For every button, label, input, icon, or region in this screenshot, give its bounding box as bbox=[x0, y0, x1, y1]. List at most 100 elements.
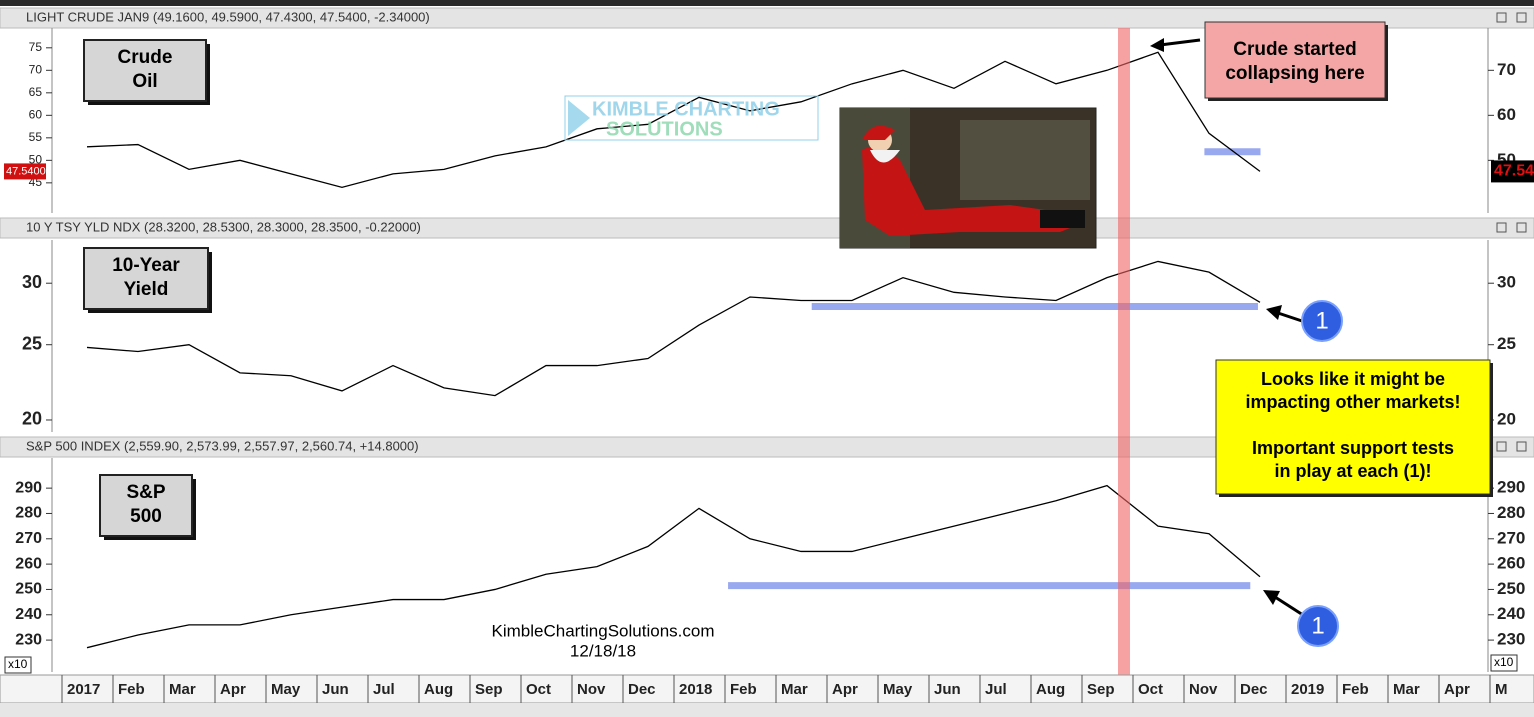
y2-tick-label: 240 bbox=[1497, 604, 1525, 623]
y2-tick-label: 270 bbox=[1497, 528, 1525, 547]
scale-box bbox=[4, 656, 32, 674]
y2-tick-label: 280 bbox=[1497, 503, 1525, 522]
x-tick-label: Oct bbox=[526, 681, 551, 698]
panel-title: 10 Y TSY YLD NDX (28.3200, 28.5300, 28.3… bbox=[26, 219, 421, 234]
window-button bbox=[1516, 12, 1527, 23]
x-tick-label: Aug bbox=[1036, 681, 1065, 698]
y-tick-label: 25 bbox=[22, 333, 42, 353]
arrow-head bbox=[1263, 590, 1280, 605]
x-tick-label: Jul bbox=[373, 681, 395, 698]
arrow-head bbox=[1150, 38, 1164, 52]
x-tick-label: Sep bbox=[1087, 681, 1115, 698]
callout-text: collapsing here bbox=[1225, 63, 1364, 84]
y2-tick-label: 290 bbox=[1497, 478, 1525, 497]
scale-box bbox=[1490, 654, 1518, 672]
watermark-text: SOLUTIONS bbox=[606, 118, 723, 140]
x-tick-label: Jun bbox=[934, 681, 961, 698]
y-tick-label: 70 bbox=[29, 62, 43, 76]
santa-image bbox=[839, 107, 1097, 249]
window-button bbox=[1516, 441, 1527, 452]
y2-tick-label: 60 bbox=[1497, 105, 1516, 124]
y-tick-label: 270 bbox=[15, 530, 42, 547]
y-tick-label: 290 bbox=[15, 479, 42, 496]
y-tick-label: 75 bbox=[29, 40, 43, 54]
x-tick-label: Mar bbox=[169, 681, 196, 698]
y-tick-label: 260 bbox=[15, 555, 42, 572]
y2-tick-label: 260 bbox=[1497, 554, 1525, 573]
label-text: 10-Year bbox=[112, 255, 180, 276]
watermark-logo bbox=[564, 95, 819, 141]
y-tick-label: 55 bbox=[29, 130, 43, 144]
price-tag-text: 47.5400 bbox=[6, 165, 46, 177]
arrow-head bbox=[1266, 305, 1282, 320]
window-button bbox=[1516, 222, 1527, 233]
x-tick-label: Mar bbox=[1393, 681, 1420, 698]
y-tick-label: 230 bbox=[15, 631, 42, 648]
panel-title: LIGHT CRUDE JAN9 (49.1600, 49.5900, 47.4… bbox=[26, 9, 430, 24]
y2-tick-label: 25 bbox=[1497, 334, 1516, 353]
badge-text: 1 bbox=[1315, 307, 1328, 334]
y-tick-label: 240 bbox=[15, 606, 42, 623]
x-axis-bar bbox=[0, 674, 1534, 704]
scale-label: x10 bbox=[1494, 655, 1514, 669]
top-bar bbox=[0, 0, 1534, 6]
badge-text: 1 bbox=[1311, 612, 1324, 639]
x-tick-label: Nov bbox=[577, 681, 606, 698]
x-tick-label: Aug bbox=[424, 681, 453, 698]
badge bbox=[1301, 300, 1343, 342]
x-tick-label: Dec bbox=[1240, 681, 1268, 698]
window-button bbox=[1496, 222, 1507, 233]
label-text: Oil bbox=[132, 71, 157, 92]
yellow-callout bbox=[1215, 359, 1491, 495]
y-tick-label: 280 bbox=[15, 505, 42, 522]
x-tick-label: Nov bbox=[1189, 681, 1218, 698]
price-tag-text: 47.54 bbox=[1494, 163, 1534, 180]
x-tick-label: Dec bbox=[628, 681, 656, 698]
x-tick-label: Apr bbox=[220, 681, 246, 698]
x-tick-label: May bbox=[271, 681, 301, 698]
x-tick-label: Feb bbox=[730, 681, 757, 698]
price-line bbox=[86, 51, 1261, 189]
callout-text: Important support tests bbox=[1252, 438, 1454, 458]
footer-text: KimbleChartingSolutions.com bbox=[492, 621, 715, 640]
y2-tick-label: 30 bbox=[1497, 273, 1516, 292]
y2-tick-label: 70 bbox=[1497, 60, 1516, 79]
scale-label: x10 bbox=[8, 657, 28, 671]
x-tick-label: Feb bbox=[118, 681, 145, 698]
y-tick-label: 250 bbox=[15, 581, 42, 598]
x-tick-label: Apr bbox=[1444, 681, 1470, 698]
y2-tick-label: 20 bbox=[1497, 409, 1516, 428]
window-button bbox=[1496, 441, 1507, 452]
label-text: 500 bbox=[130, 506, 162, 527]
price-line bbox=[86, 484, 1261, 649]
x-tick-label: Apr bbox=[832, 681, 858, 698]
label-text: Yield bbox=[124, 279, 169, 300]
arrow bbox=[1159, 38, 1201, 47]
watermark-text: KIMBLE CHARTING bbox=[592, 98, 780, 120]
price-tag bbox=[1491, 160, 1534, 183]
y-tick-label: 65 bbox=[29, 85, 43, 99]
arrow bbox=[1274, 595, 1304, 617]
october-marker bbox=[1118, 28, 1130, 700]
panel-header bbox=[0, 7, 1534, 29]
badge bbox=[1297, 605, 1339, 647]
x-tick-label: May bbox=[883, 681, 913, 698]
x-tick-label: Sep bbox=[475, 681, 503, 698]
panel-header bbox=[0, 436, 1534, 458]
x-tick-label: 2017 bbox=[67, 681, 100, 698]
x-tick-label: Jun bbox=[322, 681, 349, 698]
callout-text: Looks like it might be bbox=[1261, 369, 1445, 389]
label-box bbox=[83, 39, 207, 102]
x-tick-label: Feb bbox=[1342, 681, 1369, 698]
panel-header bbox=[0, 217, 1534, 239]
price-tag bbox=[4, 163, 46, 180]
scrollbar bbox=[0, 703, 1534, 717]
label-box bbox=[99, 474, 193, 537]
y-tick-label: 60 bbox=[29, 107, 43, 121]
y-tick-label: 20 bbox=[22, 409, 42, 429]
x-tick-label: Oct bbox=[1138, 681, 1163, 698]
x-tick-label: M bbox=[1495, 681, 1508, 698]
x-tick-label: 2018 bbox=[679, 681, 712, 698]
x-tick-label: 2019 bbox=[1291, 681, 1324, 698]
